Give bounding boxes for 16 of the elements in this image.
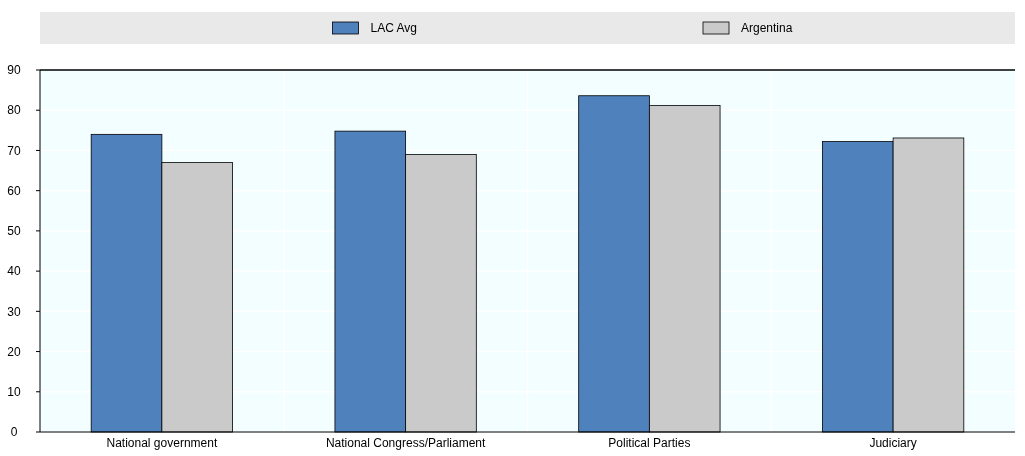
x-tick-label: National government <box>106 436 218 450</box>
legend-label: Argentina <box>741 21 793 35</box>
y-tick-label: 0 <box>10 425 18 440</box>
y-tick-label: 80 <box>7 103 21 118</box>
y-tick-label: 90 <box>7 63 21 78</box>
legend-label: LAC Avg <box>370 21 417 35</box>
y-tick-label: 20 <box>7 344 21 359</box>
y-tick-label: 60 <box>7 183 21 198</box>
y-tick-label: 50 <box>7 224 21 239</box>
y-tick-label: 30 <box>7 304 21 319</box>
y-tick-label: 70 <box>7 143 21 158</box>
x-tick-label: Political Parties <box>608 436 691 450</box>
x-tick-label: Judiciary <box>869 436 917 450</box>
y-tick-label: 10 <box>7 384 21 399</box>
x-tick-label: National Congress/Parliament <box>325 436 486 450</box>
y-tick-label: 40 <box>7 264 21 279</box>
